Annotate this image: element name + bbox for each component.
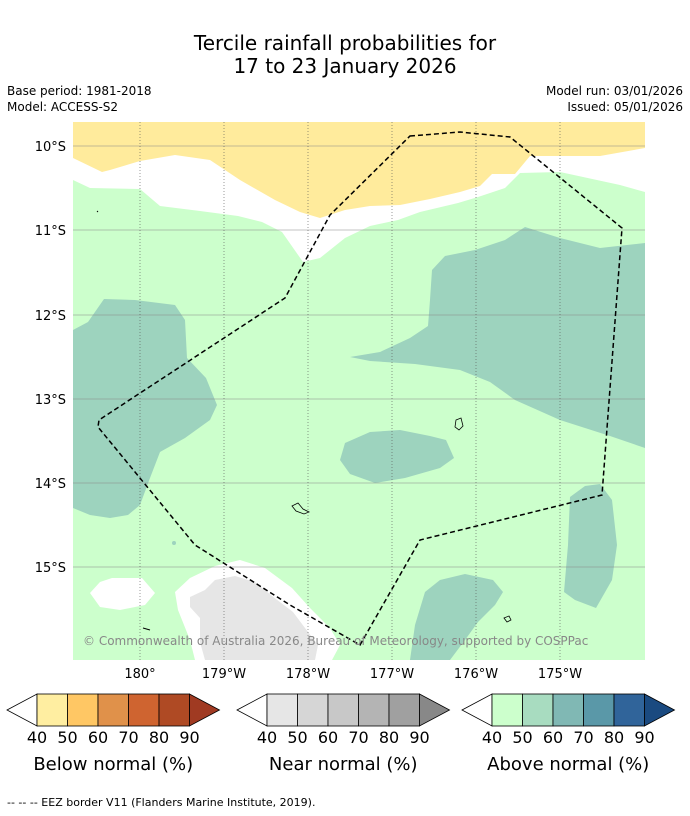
colorbar-max-arrow: [189, 693, 221, 727]
probability-map: [73, 122, 645, 660]
colorbar-tick-label: 60: [88, 728, 108, 747]
small-region: [172, 541, 176, 545]
eez-border: [97, 131, 623, 647]
colorbar-tick-label: 60: [543, 728, 563, 747]
lat-axis: 10°S 11°S 12°S 13°S 14°S 15°S: [35, 140, 66, 576]
colorbar-cell: [266, 693, 298, 727]
colorbar-cell: [97, 693, 129, 727]
lon-label: 177°W: [370, 667, 414, 682]
lat-label: 14°S: [35, 477, 66, 492]
colorbar-cell: [552, 693, 584, 727]
island-outline: [291, 502, 310, 515]
colorbar-max-arrow: [644, 693, 676, 727]
colorbar-tick-label: 70: [573, 728, 593, 747]
colorbar-min-arrow: [461, 693, 493, 727]
colorbar-cell: [491, 693, 523, 727]
model-run: Model run: 03/01/2026: [545, 84, 683, 98]
white-region-southwest: [90, 578, 155, 610]
above-normal-60-west: [73, 299, 217, 518]
lon-label: 179°W: [202, 667, 246, 682]
colorbar-cell: [67, 693, 99, 727]
colorbar-tick-label: 90: [179, 728, 199, 747]
colorbar-tick-label: 50: [287, 728, 307, 747]
lon-label: 178°W: [286, 667, 330, 682]
colorbar-title: Below normal (%): [33, 754, 193, 775]
lat-label: 15°S: [35, 561, 66, 576]
lat-label: 11°S: [35, 224, 66, 239]
colorbar-tick-label: 90: [409, 728, 429, 747]
lon-label: 176°W: [454, 667, 498, 682]
lat-label: 10°S: [35, 140, 66, 155]
colorbar-tick-label: 80: [379, 728, 399, 747]
island-outline: [503, 615, 512, 623]
colorbar-min-arrow: [236, 693, 268, 727]
colorbar-cell: [327, 693, 359, 727]
lon-label: 180°: [124, 667, 155, 682]
island-outline: [142, 627, 151, 631]
issued-date: Issued: 05/01/2026: [567, 100, 683, 114]
colorbar-tick-label: 40: [27, 728, 47, 747]
colorbar-cell: [358, 693, 390, 727]
colorbar-tick-label: 40: [257, 728, 277, 747]
chart-title-line-1: Tercile rainfall probabilities for: [193, 31, 497, 55]
colorbar-cell: [522, 693, 554, 727]
above-normal-60-east: [350, 227, 645, 448]
colorbar-title: Near normal (%): [269, 754, 418, 775]
colorbar-below: 40 50 60 70 80 90 Below normal (%): [6, 693, 221, 775]
model-name: Model: ACCESS-S2: [7, 100, 119, 114]
colorbar-cell: [388, 693, 420, 727]
colorbar-tick-label: 70: [118, 728, 138, 747]
colorbar-tick-label: 80: [604, 728, 624, 747]
lon-axis: 180° 179°W 178°W 177°W 176°W 175°W: [124, 667, 582, 682]
lat-label: 12°S: [35, 309, 66, 324]
colorbar-title: Above normal (%): [487, 754, 649, 775]
lon-label: 175°W: [538, 667, 582, 682]
colorbar-legends: 40 50 60 70 80 90 Below normal (%) 40 50 60 70 80 90…: [6, 693, 676, 775]
above-normal-60-south: [410, 574, 503, 660]
colorbar-tick-label: 60: [318, 728, 338, 747]
colorbar-cell: [613, 693, 645, 727]
colorbar-max-arrow: [419, 693, 451, 727]
lat-label: 13°S: [35, 393, 66, 408]
colorbar-cell: [128, 693, 160, 727]
colorbar-cell: [583, 693, 615, 727]
colorbar-tick-label: 40: [482, 728, 502, 747]
above-normal-60-southeast: [564, 484, 617, 608]
colorbar-cell: [297, 693, 329, 727]
chart-title-line-2: 17 to 23 January 2026: [233, 54, 457, 78]
colorbar-above: 40 50 60 70 80 90 Above normal (%): [461, 693, 676, 775]
island-outline: [96, 210, 99, 213]
colorbar-cell: [36, 693, 68, 727]
colorbar-min-arrow: [6, 693, 38, 727]
colorbar-tick-label: 50: [512, 728, 532, 747]
colorbar-tick-label: 70: [348, 728, 368, 747]
island-outline: [454, 417, 464, 431]
colorbar-tick-label: 50: [57, 728, 77, 747]
above-normal-60-center: [340, 430, 454, 483]
base-period: Base period: 1981-2018: [7, 84, 152, 98]
eez-footnote: -- -- -- EEZ border V11 (Flanders Marine…: [7, 796, 316, 809]
near-normal-40-region: [190, 576, 318, 660]
lat-gridlines: [73, 145, 645, 568]
colorbar-near: 40 50 60 70 80 90 Near normal (%): [236, 693, 451, 775]
colorbar-tick-label: 80: [149, 728, 169, 747]
copyright-notice: © Commonwealth of Australia 2026, Bureau…: [83, 634, 588, 648]
colorbar-cell: [158, 693, 190, 727]
colorbar-tick-label: 90: [634, 728, 654, 747]
